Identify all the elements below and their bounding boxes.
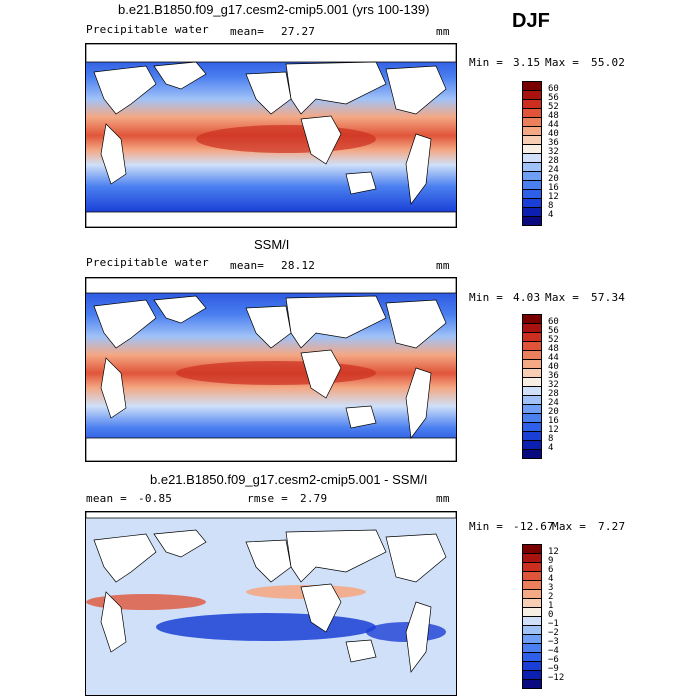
season-label: DJF [512,10,550,32]
colorbar-tick-label: −3 [548,637,559,647]
panel3-units: mm [436,492,450,505]
panel2-max-label: Max = [545,291,580,304]
colorbar-tick-label: 16 [548,416,559,426]
colorbar-tick-label: 12 [548,425,559,435]
panel1-map [85,43,457,228]
colorbar-tick-label: 56 [548,93,559,103]
colorbar-tick-label: −2 [548,628,559,638]
colorbar-tick-label: 0 [548,610,554,620]
colorbar-tick-label: 8 [548,201,554,211]
colorbar-tick-label: −9 [548,664,559,674]
colorbar-tick-label: 12 [548,192,559,202]
colorbar-tick-label: 1 [548,601,554,611]
colorbar-tick-label: 20 [548,407,559,417]
colorbar-tick-label: −12 [548,673,565,683]
colorbar-tick-label: 28 [548,389,559,399]
panel3-mean-label: mean = [86,492,127,505]
colorbar-tick-label: 4 [548,574,554,584]
panel1-map-svg [86,44,456,227]
panel3-mean-value: -0.85 [138,492,173,505]
colorbar-tick-label: 28 [548,156,559,166]
colorbar-tick-label: 44 [548,353,559,363]
panel2-map [85,277,457,462]
colorbar-tick-label: 52 [548,102,559,112]
colorbar-tick-label: 20 [548,174,559,184]
colorbar-cell [522,679,542,689]
panel3-rmse-label: rmse = [247,492,288,505]
panel3-map-svg [86,512,456,695]
colorbar-tick-label: −6 [548,655,559,665]
panel1-min-label: Min = [469,56,504,69]
panel2-continents [86,278,456,461]
panel1-variable-label: Precipitable water [86,23,209,36]
panel1-mean-value: 27.27 [281,25,316,38]
panel1-warm-pool [196,125,376,153]
panel1-max-value: 55.02 [591,56,626,69]
panel2-min-label: Min = [469,291,504,304]
colorbar-tick-label: 32 [548,380,559,390]
colorbar-tick-label: 8 [548,434,554,444]
panel3-rmse-value: 2.79 [300,492,328,505]
colorbar-tick-label: 36 [548,138,559,148]
panel3-map [85,511,457,696]
colorbar-tick-label: 12 [548,547,559,557]
colorbar-tick-label: 40 [548,129,559,139]
panel3-title: b.e21.B1850.f09_g17.cesm2-cmip5.001 - SS… [150,472,428,487]
colorbar-tick-label: 2 [548,592,554,602]
panel2-max-value: 57.34 [591,291,626,304]
panel2-map-svg [86,278,456,461]
colorbar-tick-label: 3 [548,583,554,593]
panel1-mean-label: mean= [230,25,265,38]
colorbar-tick-label: 6 [548,565,554,575]
panel2-units: mm [436,259,450,272]
colorbar-tick-label: 60 [548,84,559,94]
colorbar-tick-label: 52 [548,335,559,345]
panel2-mean-label: mean= [230,259,265,272]
colorbar-tick-label: 60 [548,317,559,327]
colorbar-tick-label: 9 [548,556,554,566]
colorbar-tick-label: 24 [548,165,559,175]
colorbar-tick-label: 36 [548,371,559,381]
panel1-units: mm [436,25,450,38]
colorbar-tick-label: 44 [548,120,559,130]
panel3-max-value: 7.27 [598,520,626,533]
panel2-min-value: 4.03 [513,291,541,304]
panel2-variable-label: Precipitable water [86,256,209,269]
panel1-continents [86,44,456,227]
panel3-continents [86,512,456,673]
panel3-min-label: Min = [469,520,504,533]
colorbar-tick-label: 48 [548,111,559,121]
panel1-min-value: 3.15 [513,56,541,69]
colorbar-cell [522,449,542,459]
panel2-warm-pool [176,361,376,385]
panel2-title: SSM/I [254,237,290,252]
panel1-colorbar: 60 56 52 48 44 40 36 32 28 24 20 16 12 8 4 [522,81,582,226]
colorbar-tick-label: 24 [548,398,559,408]
panel1-max-label: Max = [545,56,580,69]
colorbar-tick-label: −4 [548,646,559,656]
colorbar-tick-label: 4 [548,210,554,220]
colorbar-tick-label: 56 [548,326,559,336]
panel3-max-label: Max = [552,520,587,533]
panel2-colorbar: 60 56 52 48 44 40 36 32 28 24 20 16 12 8 4 [522,314,582,459]
panel3-min-value: -12.67 [513,520,554,533]
colorbar-tick-label: 4 [548,443,554,453]
colorbar-tick-label: 48 [548,344,559,354]
colorbar-cell [522,216,542,226]
panel1-title: b.e21.B1850.f09_g17.cesm2-cmip5.001 (yrs… [118,2,430,17]
panel2-mean-value: 28.12 [281,259,316,272]
colorbar-tick-label: −1 [548,619,559,629]
colorbar-tick-label: 40 [548,362,559,372]
panel3-colorbar: 12 9 6 4 3 2 1 0 −1 −2 −3 −4 −6 −9 −12 [522,544,582,689]
panel3-anom-cool-1 [156,613,376,641]
colorbar-tick-label: 32 [548,147,559,157]
colorbar-tick-label: 16 [548,183,559,193]
